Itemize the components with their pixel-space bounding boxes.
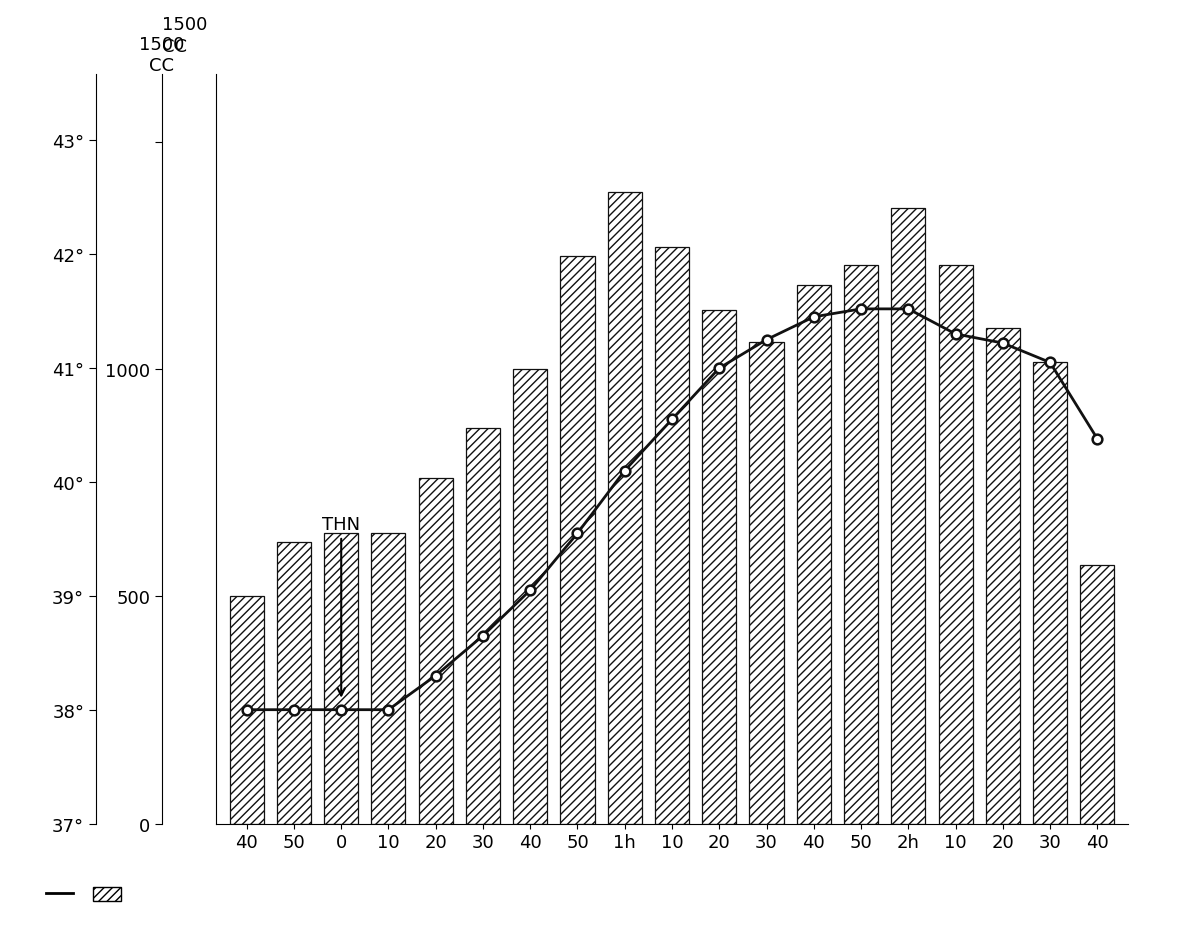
Bar — [702, 311, 737, 824]
Bar — [1080, 565, 1115, 824]
Bar — [560, 256, 594, 824]
Bar — [229, 597, 264, 824]
Text: THN: THN — [322, 516, 360, 695]
Bar — [324, 534, 359, 824]
Bar — [419, 479, 452, 824]
Bar — [277, 542, 311, 824]
Bar — [750, 343, 784, 824]
Bar — [1033, 363, 1067, 824]
Bar — [892, 209, 925, 824]
Bar — [938, 266, 972, 824]
Bar — [797, 285, 830, 824]
Text: 1500
CC: 1500 CC — [139, 37, 185, 75]
Bar — [372, 534, 406, 824]
Bar — [844, 266, 878, 824]
Bar — [514, 370, 547, 824]
Bar — [655, 247, 689, 824]
Text: 1500
CC: 1500 CC — [162, 16, 208, 56]
Bar — [607, 193, 642, 824]
Legend: , : , — [46, 887, 133, 902]
Bar — [985, 329, 1020, 824]
Bar — [466, 429, 500, 824]
